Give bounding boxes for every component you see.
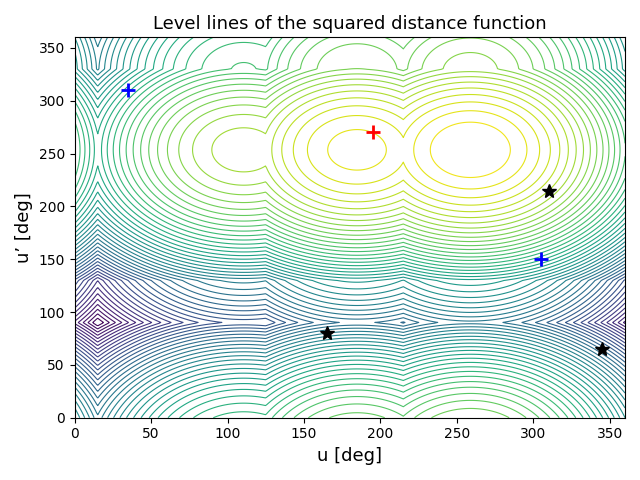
Title: Level lines of the squared distance function: Level lines of the squared distance func… bbox=[153, 15, 547, 33]
X-axis label: u [deg]: u [deg] bbox=[317, 447, 382, 465]
Y-axis label: u’ [deg]: u’ [deg] bbox=[15, 192, 33, 263]
